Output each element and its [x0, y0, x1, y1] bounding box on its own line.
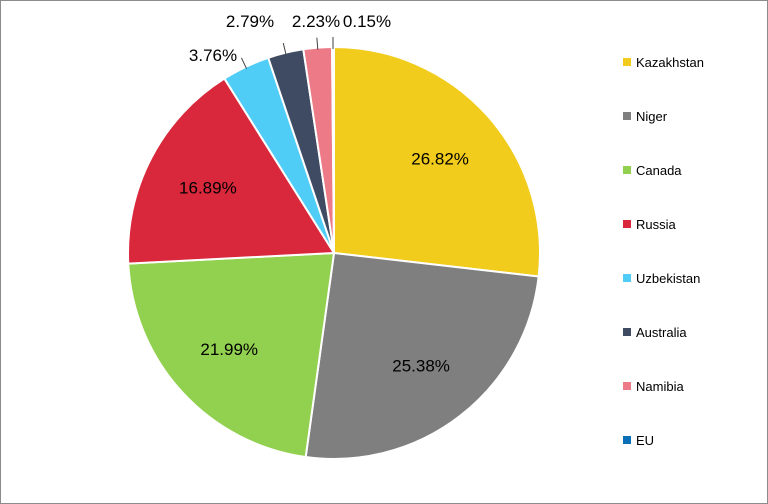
legend-label-russia: Russia: [636, 217, 677, 232]
legend-label-uzbekistan: Uzbekistan: [636, 271, 700, 286]
data-label-niger: 25.38%: [392, 356, 450, 375]
legend-swatch-kazakhstan: [623, 58, 631, 66]
legend-label-niger: Niger: [636, 109, 668, 124]
data-label-uzbekistan: 3.76%: [189, 46, 237, 65]
legend-swatch-australia: [623, 328, 631, 336]
data-label-russia: 16.89%: [179, 178, 237, 197]
legend-label-canada: Canada: [636, 163, 682, 178]
leader-lines: [240, 37, 334, 69]
legend-swatch-eu: [623, 436, 631, 444]
pie-slice-niger: [304, 251, 540, 460]
leader-line-australia: [282, 42, 287, 55]
legend-swatch-uzbekistan: [623, 274, 631, 282]
data-label-namibia: 2.23%: [292, 12, 340, 31]
pie-slice-canada: [127, 251, 336, 459]
pie-slices: [127, 45, 541, 460]
legend-swatch-russia: [623, 220, 631, 228]
legend-label-kazakhstan: Kazakhstan: [636, 55, 704, 70]
leader-line-uzbekistan: [240, 57, 248, 69]
legend-swatch-niger: [623, 112, 631, 120]
leader-line-namibia: [316, 37, 319, 50]
data-labels: 26.82% 25.38% 21.99% 16.89% 3.76% 2.79% 2.23% 0…: [179, 12, 469, 375]
legend-swatch-canada: [623, 166, 631, 174]
data-label-kazakhstan: 26.82%: [411, 149, 469, 168]
legend-label-namibia: Namibia: [636, 379, 684, 394]
data-label-eu: 0.15%: [343, 12, 391, 31]
pie-slice-russia: [127, 77, 336, 265]
legend-swatch-namibia: [623, 382, 631, 390]
data-label-australia: 2.79%: [226, 12, 274, 31]
legend: Kazakhstan Niger Canada Russia Uzbekistan Aus…: [623, 55, 704, 448]
pie-slice-kazakhstan: [333, 45, 541, 278]
legend-label-australia: Australia: [636, 325, 687, 340]
legend-label-eu: EU: [636, 433, 654, 448]
data-label-canada: 21.99%: [200, 340, 258, 359]
